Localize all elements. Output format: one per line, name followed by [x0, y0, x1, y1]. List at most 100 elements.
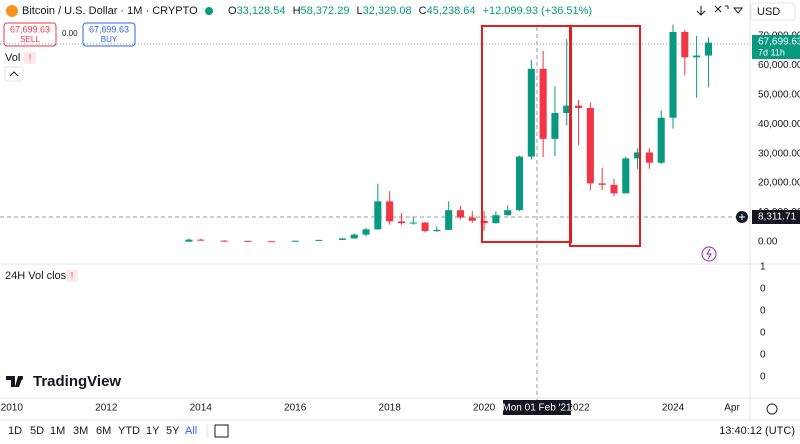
candle-body	[268, 241, 276, 243]
x-tick-label: 2020	[473, 403, 496, 414]
ohlc-label: L	[357, 5, 363, 17]
ohlc-value: 33,128.54	[237, 5, 286, 17]
buy-price[interactable]: 67,699.63	[89, 24, 129, 34]
chevron-icon	[9, 71, 19, 77]
range-button[interactable]: 6M	[96, 425, 111, 437]
candle-body	[645, 152, 653, 163]
settings-icon[interactable]	[766, 403, 778, 415]
candle-body	[468, 217, 476, 221]
range-button[interactable]: 5D	[30, 425, 44, 437]
logo-dot	[19, 376, 23, 380]
brand-logo: TradingView	[6, 373, 121, 390]
crosshair-date: Mon 01 Feb '21	[502, 403, 572, 414]
collapse-icon[interactable]	[714, 5, 729, 13]
candle-body	[433, 229, 441, 232]
candle-body	[575, 105, 583, 108]
candle-body	[622, 158, 630, 194]
x-tick-label: 2010	[1, 403, 24, 414]
candle-body	[350, 234, 358, 239]
market-status	[205, 7, 213, 15]
range-button[interactable]: All	[185, 425, 197, 437]
logo-mark	[6, 376, 23, 387]
y-tick-label: 50,000.00	[758, 89, 800, 100]
candle-body	[704, 42, 712, 56]
ohlc-label: H	[293, 5, 301, 17]
y-tick-label: 20,000.00	[758, 178, 800, 189]
x-tick-label: 2014	[190, 403, 213, 414]
buy-label[interactable]: BUY	[101, 35, 118, 44]
warning-badge	[66, 270, 78, 282]
x-tick-label: 2024	[662, 403, 685, 414]
sell-price[interactable]: 67,699.63	[10, 24, 50, 34]
candle-body	[185, 239, 193, 242]
candle-body	[527, 68, 535, 157]
candle-body	[421, 222, 429, 232]
symbol-title[interactable]: Bitcoin / U.S. Dollar · 1M · CRYPTO	[22, 5, 198, 17]
time-axis: 2010 2012 2014 2016 2018 2020 2022 2024 Apr	[1, 403, 741, 414]
candle-body	[397, 221, 405, 224]
range-button[interactable]: 5Y	[166, 425, 180, 437]
collapse-button[interactable]	[4, 66, 24, 82]
lower-tick-label: 0	[760, 284, 766, 295]
ohlc-label: O	[228, 5, 237, 17]
candle-body	[504, 210, 512, 216]
candle-body	[244, 240, 252, 242]
candles	[185, 24, 712, 243]
candle-body	[386, 201, 394, 222]
candle-body	[586, 107, 594, 184]
menu-icon[interactable]	[732, 7, 744, 14]
range-button[interactable]: YTD	[118, 425, 140, 437]
ohlc-value: 58,372.29	[301, 5, 350, 17]
header-tools: USD	[696, 2, 796, 21]
range-button[interactable]: 1M	[50, 425, 65, 437]
candle-body	[374, 201, 382, 230]
candle-body	[634, 152, 642, 159]
candle-body	[445, 210, 453, 230]
candle-body	[456, 210, 465, 218]
range-button[interactable]: 1Y	[146, 425, 160, 437]
range-toolbar: 1D 5D 1M 3M 6M YTD 1Y 5Y All	[8, 425, 197, 437]
candle-body	[409, 222, 417, 224]
volume-warning: !	[29, 52, 32, 62]
crosshair-date-box	[503, 400, 571, 415]
candle-body	[539, 68, 547, 139]
x-tick-label: 2016	[284, 403, 307, 414]
ohlc-value: 32,329.08	[363, 5, 412, 17]
candle-body	[610, 184, 618, 194]
candle-body	[551, 112, 559, 139]
change: +12,099.93 (+36.51%)	[483, 5, 592, 17]
buy-button[interactable]	[82, 22, 136, 47]
calendar-icon[interactable]	[214, 424, 229, 438]
candle-body	[338, 238, 346, 240]
volume-indicator[interactable]: Vol	[5, 52, 20, 64]
range-button[interactable]: 3M	[73, 425, 88, 437]
currency-box[interactable]	[750, 2, 796, 21]
x-tick-label: 2018	[379, 403, 402, 414]
candle-body	[693, 55, 701, 58]
sell-label[interactable]: SELL	[20, 35, 40, 44]
y-tick-label: 30,000.00	[758, 148, 800, 159]
sell-button[interactable]	[3, 22, 57, 47]
plus	[739, 214, 745, 220]
highlight-box	[569, 25, 641, 247]
lower-tick-label: 0	[760, 328, 766, 339]
download-icon[interactable]	[696, 6, 706, 16]
lower-tick-label: 0	[760, 372, 766, 383]
warning-badge	[24, 52, 36, 64]
spread: 0.00	[62, 29, 78, 38]
currency[interactable]: USD	[757, 6, 780, 18]
x-tick-label: 2012	[95, 403, 118, 414]
lower-tick-label: 0	[760, 306, 766, 317]
range-button[interactable]: 1D	[8, 425, 22, 437]
last-price-box	[752, 35, 800, 59]
lower-axis: 1 0 0 0 0 0	[760, 262, 766, 383]
bolt	[706, 248, 712, 260]
ohlc-label: C	[419, 5, 427, 17]
candle-body	[598, 183, 606, 185]
brand: TradingView	[33, 373, 121, 390]
crosshair-price-box	[752, 210, 800, 224]
candle-body	[197, 239, 205, 241]
alert-icon[interactable]	[701, 246, 717, 262]
lower-indicator[interactable]: 24H Vol close	[5, 270, 72, 282]
